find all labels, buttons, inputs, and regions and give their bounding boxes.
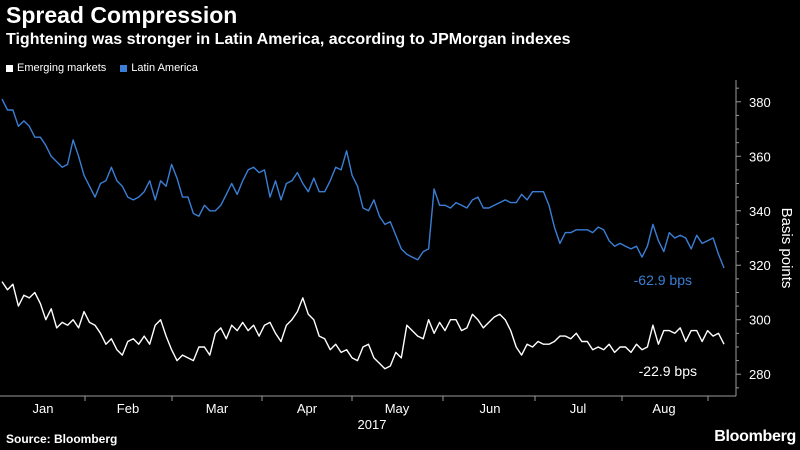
y-tick-label-280: 280 xyxy=(749,367,771,382)
y-axis-title: Basis points xyxy=(778,208,795,289)
annotation-emerging-markets: -22.9 bps xyxy=(639,363,697,379)
legend: Emerging markets Latin America xyxy=(6,62,198,74)
x-tick-label-jul: Jul xyxy=(570,401,587,416)
chart-subtitle: Tightening was stronger in Latin America… xyxy=(6,31,571,48)
legend-label-emerging-markets: Emerging markets xyxy=(17,62,107,74)
x-tick-label-may: May xyxy=(385,401,410,416)
chart-title: Spread Compression xyxy=(6,2,238,28)
x-tick-label-mar: Mar xyxy=(206,401,229,416)
series-line-emerging-markets xyxy=(1,281,725,370)
legend-swatch-emerging-markets xyxy=(6,64,13,72)
bloomberg-logo: Bloomberg xyxy=(714,428,796,445)
legend-label-latin-america: Latin America xyxy=(131,62,198,74)
x-tick-label-apr: Apr xyxy=(297,401,318,416)
chart-series xyxy=(1,98,725,370)
y-tick-label-340: 340 xyxy=(749,204,771,219)
y-tick-label-320: 320 xyxy=(749,258,771,273)
legend-swatch-latin-america xyxy=(120,64,128,72)
y-tick-label-360: 360 xyxy=(749,149,771,164)
chart-axes: 280 300 320 340 360 380 Basis points Jan Feb Mar A… xyxy=(0,80,795,432)
x-tick-label-jun: Jun xyxy=(480,401,501,416)
x-axis-year-label: 2017 xyxy=(358,417,387,432)
series-line-latin-america xyxy=(1,98,725,269)
legend-item-emerging-markets: Emerging markets xyxy=(6,62,106,74)
x-tick-label-jan: Jan xyxy=(33,401,54,416)
y-tick-label-300: 300 xyxy=(749,313,771,328)
x-tick-label-aug: Aug xyxy=(652,401,675,416)
x-tick-label-feb: Feb xyxy=(117,401,139,416)
annotation-latin-america: -62.9 bps xyxy=(634,272,692,288)
y-tick-label-380: 380 xyxy=(749,95,771,110)
legend-item-latin-america: Latin America xyxy=(120,62,198,74)
source-note: Source: Bloomberg xyxy=(6,432,118,446)
chart-labels: -62.9 bps -22.9 bps xyxy=(634,272,697,379)
